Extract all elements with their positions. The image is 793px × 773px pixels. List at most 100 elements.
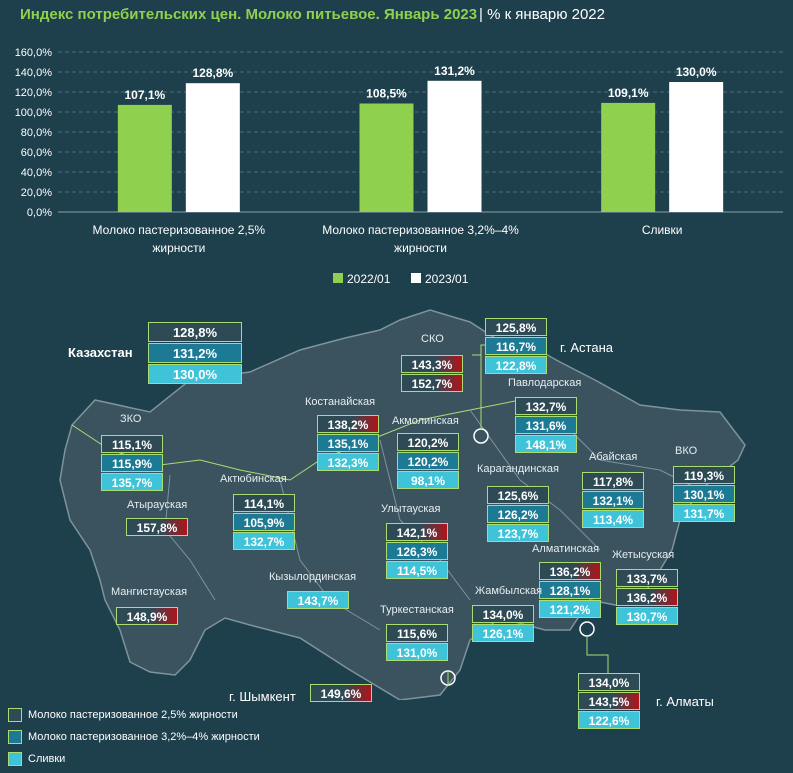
region-value: 123,7% [487, 524, 549, 542]
region-value: 119,3% [673, 466, 735, 484]
page-subtitle: | % к январю 2022 [479, 6, 605, 23]
region-value: 114,1% [233, 494, 295, 512]
y-tick-label: 120,0% [15, 87, 53, 99]
region-label-zko: ЗКО [120, 413, 142, 425]
region-label-kostanay: Костанайская [305, 396, 376, 408]
x-tick-label: жирности [394, 241, 447, 255]
region-value: 98,1% [397, 471, 459, 489]
region-akmola-box: 120,2% 120,2% 98,1% [397, 433, 459, 490]
map-legend-item-0: Молоко пастеризованное 2,5% жирности [8, 708, 238, 722]
data-label: 107,1% [124, 88, 165, 102]
region-value: 115,1% [101, 435, 163, 453]
x-tick-label: Молоко пастеризованное 3,2%–4% [322, 223, 519, 237]
region-value: 143,3% [401, 355, 463, 373]
region-value: 120,2% [397, 452, 459, 470]
region-value: 131,6% [515, 416, 577, 434]
region-almaty_obl-box: 136,2% 128,1% 121,2% [539, 562, 601, 619]
data-label: 108,5% [366, 87, 407, 101]
region-label-zhetysu: Жетысуская [612, 549, 675, 561]
region-value: 132,7% [233, 532, 295, 550]
region-value: 134,0% [578, 673, 640, 691]
region-label-abay: Абайская [589, 451, 638, 463]
region-shymkent-box: 149,6% [310, 684, 372, 703]
legend-label: 2023/01 [425, 272, 469, 286]
region-label-karaganda: Карагандинская [477, 463, 559, 475]
legend-swatch [8, 752, 22, 766]
region-value: 133,7% [616, 569, 678, 587]
region-value: 152,7% [401, 374, 463, 392]
region-turkestan-box: 115,6% 131,0% [386, 624, 448, 662]
kazakhstan-value: 131,2% [148, 343, 242, 363]
region-value: 105,9% [233, 513, 295, 531]
region-label-vko: ВКО [675, 445, 698, 457]
region-value: 138,2% [317, 415, 379, 433]
region-value: 114,5% [386, 561, 448, 579]
region-value: 142,1% [386, 523, 448, 541]
region-value: 126,2% [487, 505, 549, 523]
legend-swatch [333, 273, 343, 283]
region-label-pavlodar: Павлодарская [508, 377, 582, 389]
region-value: 122,8% [485, 356, 547, 374]
bar-2023/01 [427, 80, 482, 212]
region-value: 120,2% [397, 433, 459, 451]
x-tick-label: Сливки [642, 223, 683, 237]
region-value: 125,8% [485, 318, 547, 336]
data-label: 130,0% [676, 65, 717, 79]
region-value: 157,8% [126, 518, 188, 536]
kazakhstan-value: 130,0% [148, 364, 242, 384]
region-mangistau-box: 148,9% [116, 607, 178, 626]
region-astana-box: 125,8% 116,7% 122,8% [485, 318, 547, 375]
bar-chart: 0,0% 20,0% 40,0% 60,0% 80,0% 100,0% 120,0% 140,… [15, 47, 783, 286]
region-value: 143,5% [578, 692, 640, 710]
region-value: 132,7% [515, 397, 577, 415]
almaty-marker [579, 621, 595, 637]
region-zhetysu-box: 133,7% 136,2% 130,7% [616, 569, 678, 626]
region-value: 116,7% [485, 337, 547, 355]
map-legend-item-1: Молоко пастеризованное 3,2%–4% жирности [8, 730, 260, 744]
bar-2023/01 [185, 83, 240, 212]
region-label-mangistau: Мангистауская [111, 586, 188, 598]
y-tick-label: 0,0% [27, 207, 52, 219]
x-tick-label: Молоко пастеризованное 2,5% [93, 223, 266, 237]
region-zko-box: 115,1% 115,9% 135,7% [101, 435, 163, 492]
region-value: 130,1% [673, 485, 735, 503]
region-label-shymkent: г. Шымкент [229, 689, 296, 704]
region-value: 115,9% [101, 454, 163, 472]
region-label-aktobe: Актюбинская [220, 473, 287, 485]
y-tick-label: 20,0% [21, 187, 52, 199]
bar-2022/01 [117, 104, 172, 212]
region-value: 121,2% [539, 600, 601, 618]
region-value: 148,1% [515, 435, 577, 453]
kazakhstan-box: 128,8% 131,2% 130,0% [148, 322, 242, 385]
region-label-zhambyl: Жамбылская [475, 585, 543, 597]
region-value: 128,1% [539, 581, 601, 599]
region-value: 126,1% [472, 624, 534, 642]
region-label-ulytau: Улытауская [381, 503, 441, 515]
legend-label: Молоко пастеризованное 2,5% жирности [28, 708, 238, 721]
region-value: 132,1% [582, 491, 644, 509]
legend-label: 2022/01 [347, 272, 391, 286]
region-label-atyrau: Атырауская [127, 499, 188, 511]
region-value: 143,7% [287, 591, 349, 609]
legend-swatch [8, 730, 22, 744]
y-tick-label: 60,0% [21, 147, 52, 159]
region-kostanay-box: 138,2% 135,1% 132,3% [317, 415, 379, 472]
region-value: 136,2% [539, 562, 601, 580]
header: Индекс потребительских цен. Молоко питье… [0, 0, 793, 32]
region-value: 122,6% [578, 711, 640, 729]
legend-label: Сливки [28, 752, 66, 765]
region-label-almaty: г. Алматы [656, 694, 714, 709]
page-title: Индекс потребительских цен. Молоко питье… [20, 6, 478, 23]
region-value: 135,7% [101, 473, 163, 491]
region-pavlodar-box: 132,7% 131,6% 148,1% [515, 397, 577, 454]
data-label: 109,1% [608, 86, 649, 100]
region-ulytau-box: 142,1% 126,3% 114,5% [386, 523, 448, 580]
region-value: 148,9% [116, 607, 178, 625]
region-value: 135,1% [317, 434, 379, 452]
region-kyzylorda-box: 143,7% [287, 591, 349, 610]
x-tick-label: жирности [152, 241, 205, 255]
region-almaty-box: 134,0% 143,5% 122,6% [578, 673, 640, 730]
region-value: 136,2% [616, 588, 678, 606]
data-label: 128,8% [192, 66, 233, 80]
kazakhstan-value: 128,8% [148, 322, 242, 342]
